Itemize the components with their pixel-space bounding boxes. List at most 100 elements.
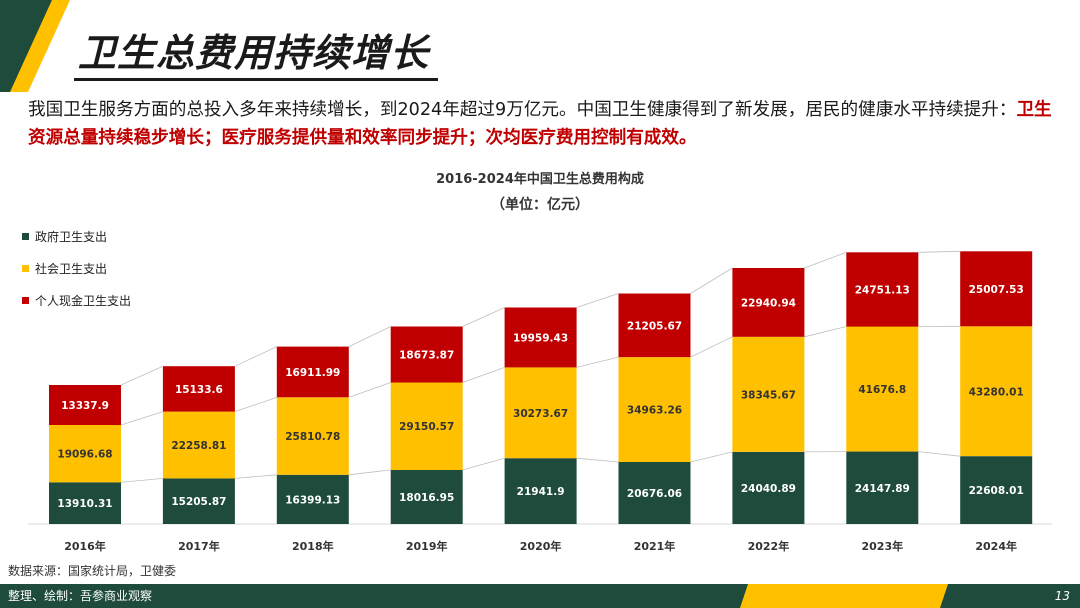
bar-0-5 [618,462,691,524]
bar-1-8 [960,326,1033,457]
bar-1-3 [390,382,463,470]
connector-0-5 [690,451,733,463]
intro-paragraph: 我国卫生服务方面的总投入多年来持续增长，到2024年超过9万亿元。中国卫生健康得… [28,96,1068,152]
data-label-0-7: 24147.89 [855,483,910,495]
legend-swatch-government [22,232,29,240]
x-tick-label-4: 2020年 [520,539,562,553]
data-label-1-2: 25810.78 [285,431,340,443]
page-number: 13 [1054,589,1070,603]
chart-title: 2016-2024年中国卫生总费用构成 [436,172,644,187]
connector-2-0 [120,365,164,386]
bar-2-5 [618,293,691,358]
connector-1-4 [576,356,619,368]
connector-1-3 [462,367,505,383]
x-tick-label-7: 2023年 [861,539,903,553]
bar-1-6 [732,336,805,452]
bar-0-8 [960,456,1033,524]
bar-2-7 [846,252,919,327]
intro-text: 我国卫生服务方面的总投入多年来持续增长，到2024年超过9万亿元。中国卫生健康得… [28,100,1017,120]
connector-2-1 [234,346,277,367]
data-label-2-7: 24751.13 [855,284,910,296]
chart-legend: 政府卫生支出 社会卫生支出 个人现金卫生支出 [22,220,131,316]
connector-2-7 [918,250,961,253]
data-source: 数据来源：国家统计局，卫健委 [8,564,177,578]
legend-label-personal: 个人现金卫生支出 [35,293,132,308]
connector-2-5 [690,267,733,294]
data-label-0-5: 20676.06 [627,488,682,500]
bar-0-2 [276,474,349,524]
x-tick-label-6: 2022年 [748,539,790,553]
data-label-2-2: 16911.99 [285,367,340,379]
connector-1-0 [120,411,164,426]
footer-credit: 整理、绘制：吾参商业观察 [8,589,153,603]
connector-2-2 [348,326,391,347]
x-tick-label-8: 2024年 [975,539,1017,553]
connector-2-3 [462,307,505,327]
bar-2-1 [162,366,235,412]
x-tick-label-1: 2017年 [178,539,220,553]
connector-1-1 [234,397,277,412]
bar-2-0 [49,385,121,425]
legend-item-government: 政府卫生支出 [22,220,131,252]
legend-swatch-personal [22,296,29,304]
data-label-1-8: 43280.01 [969,386,1024,398]
bar-2-3 [390,326,463,383]
connector-2-6 [804,251,847,269]
connector-1-5 [690,336,733,358]
data-label-2-6: 22940.94 [741,297,796,309]
bar-2-4 [504,307,577,368]
legend-label-government: 政府卫生支出 [35,229,108,244]
bar-2-2 [276,346,349,398]
connector-1-2 [348,382,391,398]
bar-1-2 [276,397,349,475]
data-label-1-1: 22258.81 [171,440,226,452]
data-label-0-3: 18016.95 [399,492,454,504]
data-label-1-7: 41676.8 [858,384,906,396]
bar-1-7 [846,326,919,452]
bar-1-0 [49,425,121,483]
data-label-0-1: 15205.87 [171,496,226,508]
legend-label-social: 社会卫生支出 [35,261,108,276]
x-tick-label-0: 2016年 [64,539,106,553]
data-label-0-2: 16399.13 [285,494,340,506]
bar-0-3 [390,469,463,524]
bar-0-6 [732,451,805,524]
connector-0-7 [918,451,961,457]
data-label-2-0: 13337.9 [61,400,109,412]
bar-1-5 [618,357,691,462]
page-title: 卫生总费用持续增长 [78,31,430,75]
bar-0-4 [504,458,577,524]
data-label-0-6: 24040.89 [741,483,796,495]
chart-subtitle: （单位：亿元） [491,197,589,213]
data-label-2-8: 25007.53 [969,284,1024,296]
connector-0-3 [462,457,505,471]
connector-0-4 [576,457,619,463]
title-underline [74,78,438,81]
connector-0-0 [120,478,163,483]
x-tick-label-3: 2019年 [406,539,448,553]
x-tick-label-5: 2021年 [634,539,676,553]
data-label-1-0: 19096.68 [57,449,112,461]
legend-item-personal: 个人现金卫生支出 [22,284,131,316]
data-label-0-8: 22608.01 [969,485,1024,497]
bar-0-1 [162,478,235,524]
data-label-1-3: 29150.57 [399,421,454,433]
connector-2-4 [576,293,619,308]
connector-1-6 [804,326,847,338]
intro-highlight: 卫生资源总量持续稳步增长；医疗服务提供量和效率同步提升；次均医疗费用控制有成效。 [28,100,1052,148]
data-label-1-5: 34963.26 [627,405,682,417]
legend-swatch-social [22,264,29,272]
bar-1-1 [162,411,235,479]
data-label-0-0: 13910.31 [57,498,112,510]
data-label-2-5: 21205.67 [627,320,682,332]
bar-2-6 [732,268,805,337]
connector-0-2 [348,469,391,476]
x-tick-label-2: 2018年 [292,539,334,553]
data-label-0-4: 21941.9 [517,486,565,498]
data-label-2-4: 19959.43 [513,332,568,344]
bar-0-7 [846,451,919,524]
bar-2-8 [960,251,1033,327]
data-label-2-3: 18673.87 [399,350,454,362]
